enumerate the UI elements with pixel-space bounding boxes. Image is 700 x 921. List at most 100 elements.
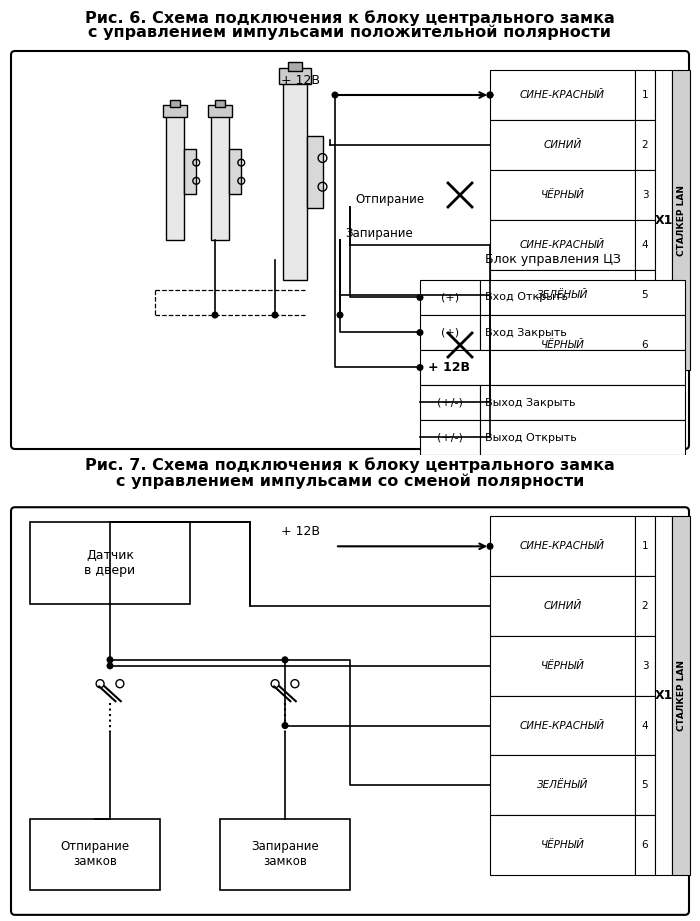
Bar xyxy=(635,815,655,875)
Text: СИНИЙ: СИНИЙ xyxy=(543,601,582,611)
Text: СТАЛКЕР LAN: СТАЛКЕР LAN xyxy=(676,660,685,731)
Bar xyxy=(279,68,311,84)
Circle shape xyxy=(486,91,493,99)
Bar xyxy=(420,350,685,385)
Bar xyxy=(163,105,187,117)
Text: Отпирание
замков: Отпирание замков xyxy=(60,841,130,869)
Circle shape xyxy=(281,722,288,729)
Bar xyxy=(672,70,690,370)
Bar xyxy=(490,695,635,755)
Text: ЧЁРНЫЙ: ЧЁРНЫЙ xyxy=(540,340,584,350)
Text: СИНЕ-КРАСНЫЙ: СИНЕ-КРАСНЫЙ xyxy=(520,240,605,250)
Text: СИНИЙ: СИНИЙ xyxy=(543,140,582,150)
Bar xyxy=(490,577,635,635)
Bar xyxy=(220,819,350,891)
Bar xyxy=(480,280,685,315)
Bar xyxy=(307,136,323,208)
Text: (+): (+) xyxy=(441,293,459,302)
Text: Выход Открыть: Выход Открыть xyxy=(485,433,577,442)
Text: Запирание: Запирание xyxy=(345,227,413,239)
Text: Выход Закрыть: Выход Закрыть xyxy=(485,398,575,407)
Circle shape xyxy=(211,311,218,319)
Bar xyxy=(635,635,655,695)
Bar xyxy=(635,120,655,170)
Bar xyxy=(490,220,635,270)
Text: с управлением импульсами положительной полярности: с управлением импульсами положительной п… xyxy=(88,25,612,41)
Bar xyxy=(635,270,655,320)
Bar xyxy=(655,70,672,370)
Bar xyxy=(420,385,480,420)
Text: (+/-): (+/-) xyxy=(437,398,463,407)
Text: 6: 6 xyxy=(642,340,648,350)
Bar xyxy=(635,70,655,120)
Text: X1: X1 xyxy=(654,214,673,227)
Text: СИНЕ-КРАСНЫЙ: СИНЕ-КРАСНЫЙ xyxy=(520,90,605,100)
Text: 4: 4 xyxy=(642,240,648,250)
Bar xyxy=(635,695,655,755)
Circle shape xyxy=(332,91,339,99)
Bar xyxy=(635,517,655,577)
Text: ЧЁРНЫЙ: ЧЁРНЫЙ xyxy=(540,190,584,200)
Text: 1: 1 xyxy=(642,90,648,100)
Text: Датчик
в двери: Датчик в двери xyxy=(85,549,136,577)
Text: 5: 5 xyxy=(642,780,648,790)
Text: 2: 2 xyxy=(642,140,648,150)
Circle shape xyxy=(416,364,424,371)
Bar xyxy=(420,315,480,350)
Text: 2: 2 xyxy=(642,601,648,611)
Text: (+/-): (+/-) xyxy=(437,433,463,442)
Circle shape xyxy=(106,657,113,663)
Text: + 12В: + 12В xyxy=(428,361,470,374)
Circle shape xyxy=(337,311,344,319)
Bar xyxy=(490,70,635,120)
Bar xyxy=(490,635,635,695)
Bar xyxy=(490,120,635,170)
Text: + 12В: + 12В xyxy=(281,525,320,538)
Text: Блок управления ЦЗ: Блок управления ЦЗ xyxy=(484,253,620,266)
Bar xyxy=(490,517,635,577)
Text: Вход Закрыть: Вход Закрыть xyxy=(485,328,567,337)
Text: X1: X1 xyxy=(654,689,673,702)
Text: СТАЛКЕР LAN: СТАЛКЕР LAN xyxy=(676,184,685,255)
Text: ЧЁРНЫЙ: ЧЁРНЫЙ xyxy=(540,660,584,670)
Text: СИНЕ-КРАСНЫЙ: СИНЕ-КРАСНЫЙ xyxy=(520,720,605,730)
Text: 6: 6 xyxy=(642,840,648,850)
Text: 1: 1 xyxy=(642,542,648,552)
Bar xyxy=(490,170,635,220)
Bar xyxy=(166,110,184,240)
Text: 3: 3 xyxy=(642,660,648,670)
Bar xyxy=(635,577,655,635)
Bar xyxy=(288,62,302,71)
Text: 5: 5 xyxy=(642,290,648,300)
Bar xyxy=(655,517,672,875)
Bar xyxy=(480,315,685,350)
Bar xyxy=(211,110,230,240)
Text: Рис. 6. Схема подключения к блоку центрального замка: Рис. 6. Схема подключения к блоку центра… xyxy=(85,10,615,26)
Bar xyxy=(215,99,225,107)
Bar xyxy=(635,170,655,220)
Text: (+): (+) xyxy=(441,328,459,337)
FancyBboxPatch shape xyxy=(11,51,689,449)
Bar xyxy=(480,385,685,420)
Text: Рис. 7. Схема подключения к блоку центрального замка: Рис. 7. Схема подключения к блоку центра… xyxy=(85,457,615,472)
Bar xyxy=(420,280,480,315)
Bar xyxy=(208,105,232,117)
Text: Вход Открыть: Вход Открыть xyxy=(485,293,568,302)
Bar xyxy=(635,755,655,815)
Bar xyxy=(480,420,685,455)
Text: 3: 3 xyxy=(642,190,648,200)
Bar xyxy=(672,517,690,875)
Circle shape xyxy=(486,91,493,99)
Text: ЧЁРНЫЙ: ЧЁРНЫЙ xyxy=(540,840,584,850)
Text: СИНЕ-КРАСНЫЙ: СИНЕ-КРАСНЫЙ xyxy=(520,542,605,552)
Bar xyxy=(184,149,196,194)
Bar xyxy=(490,320,635,370)
Bar xyxy=(420,420,480,455)
Bar xyxy=(635,320,655,370)
Bar xyxy=(30,819,160,891)
Circle shape xyxy=(106,662,113,670)
Circle shape xyxy=(416,329,424,336)
Text: ЗЕЛЁНЫЙ: ЗЕЛЁНЫЙ xyxy=(537,290,588,300)
Text: ЗЕЛЁНЫЙ: ЗЕЛЁНЫЙ xyxy=(537,780,588,790)
Bar xyxy=(490,270,635,320)
